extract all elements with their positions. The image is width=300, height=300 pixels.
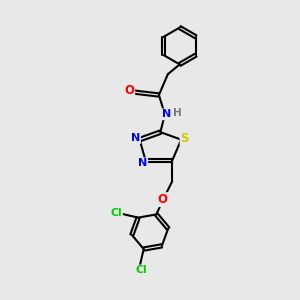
Text: O: O [158,193,168,206]
Text: N: N [138,158,147,168]
Text: H: H [173,108,182,118]
Text: N: N [162,109,171,119]
Text: Cl: Cl [110,208,122,218]
Text: O: O [124,84,134,97]
Text: N: N [131,133,140,143]
Text: S: S [181,132,189,145]
Text: Cl: Cl [136,266,147,275]
